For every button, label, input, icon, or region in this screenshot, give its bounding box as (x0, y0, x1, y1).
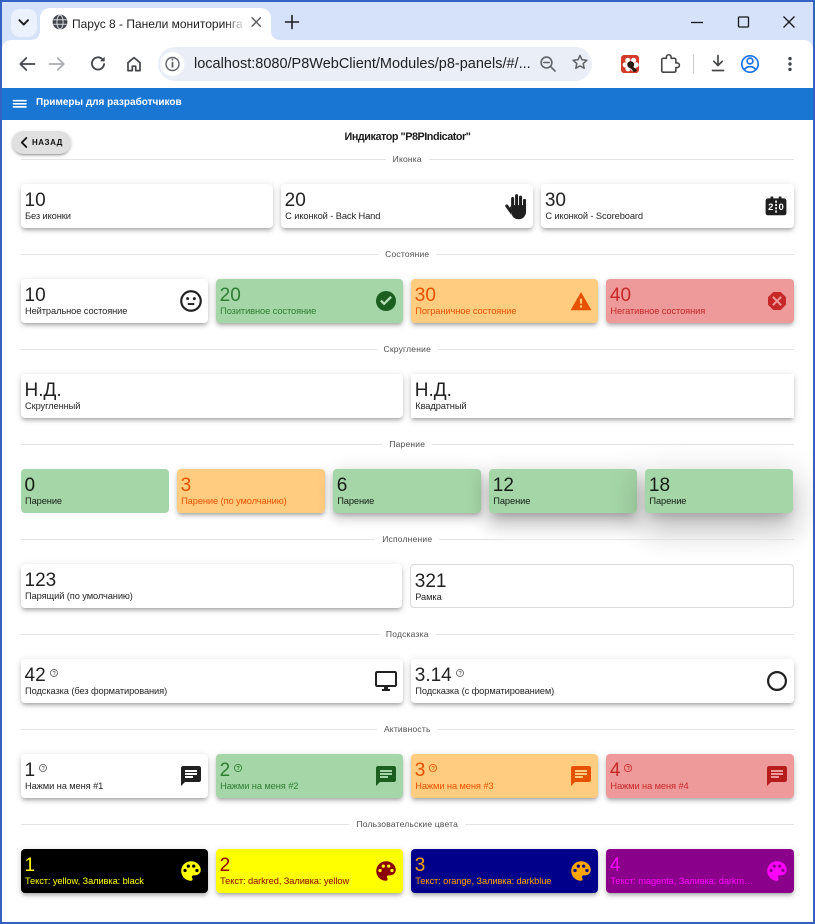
svg-text:0: 0 (778, 202, 783, 213)
svg-text:2: 2 (768, 202, 773, 213)
